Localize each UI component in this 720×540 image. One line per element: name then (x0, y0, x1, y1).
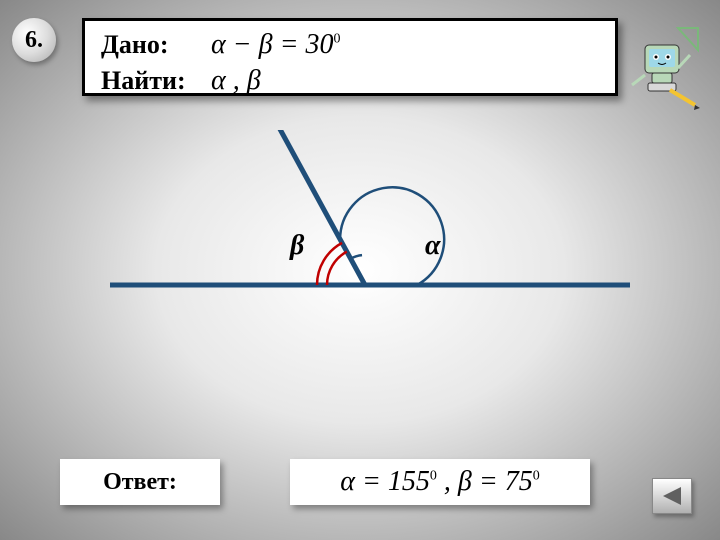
mascot-image (620, 20, 700, 110)
beta-label: β (290, 230, 304, 262)
back-triangle-icon (661, 486, 683, 506)
answer-label: Ответ: (103, 469, 177, 496)
answer-formula: α = 1550 , β = 750 (340, 466, 539, 498)
answer-formula-box: α = 1550 , β = 750 (290, 459, 590, 505)
diagram-svg (90, 130, 630, 390)
nav-back-button[interactable] (652, 478, 692, 514)
mascot-svg (620, 20, 700, 110)
answer-label-box: Ответ: (60, 459, 220, 505)
given-condition: α − β = 300 (211, 27, 340, 63)
find-values: α , β (211, 63, 261, 99)
problem-number: 6. (25, 27, 43, 54)
find-label: Найти: (101, 64, 211, 98)
given-box: Дано: α − β = 300 Найти: α , β (82, 18, 618, 96)
find-row: Найти: α , β (101, 63, 599, 99)
angle-diagram: α β (90, 130, 630, 390)
problem-number-badge: 6. (12, 18, 56, 62)
given-row: Дано: α − β = 300 (101, 27, 599, 63)
alpha-label: α (425, 230, 441, 262)
given-label: Дано: (101, 28, 211, 62)
